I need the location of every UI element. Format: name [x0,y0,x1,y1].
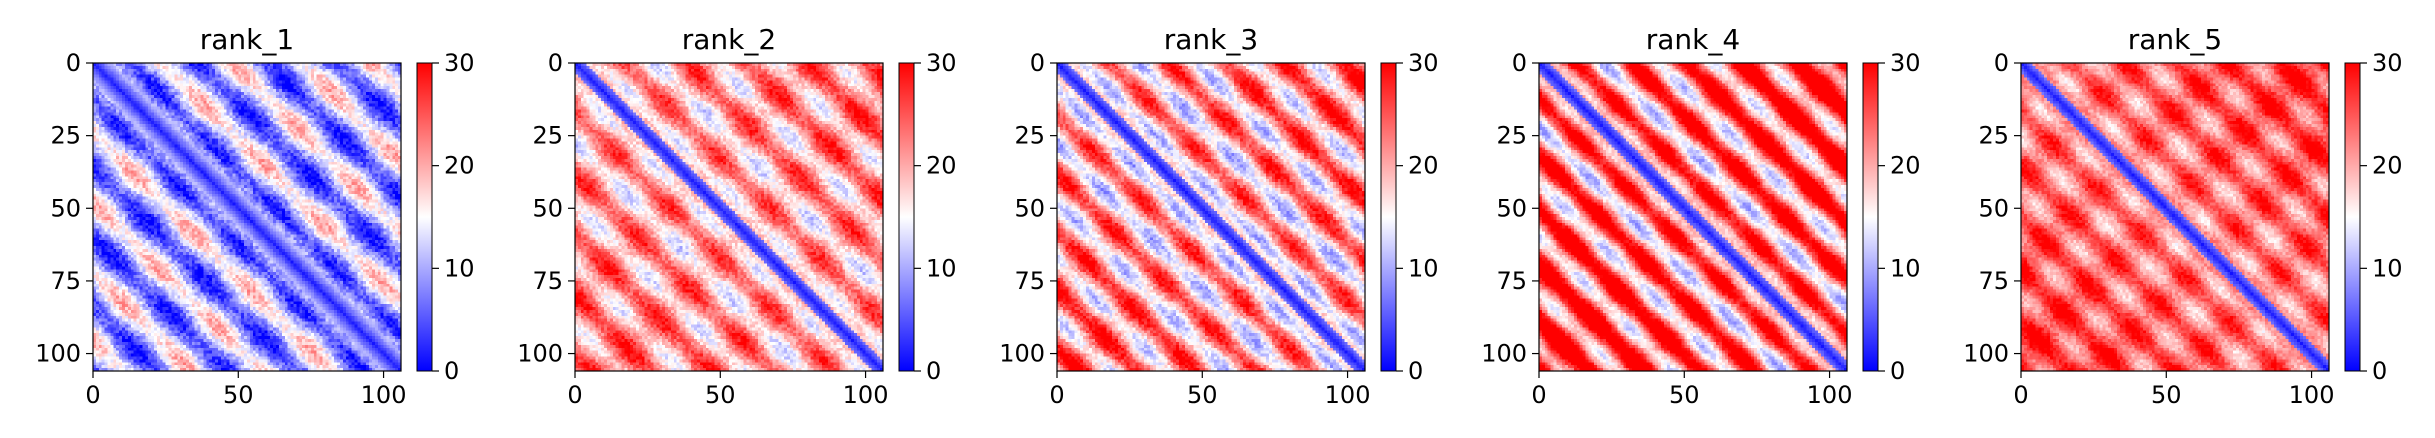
y-tick-label: 100 [35,340,81,368]
x-tick-label: 0 [1531,381,1546,409]
colorbar-tick-label: 0 [2372,357,2387,385]
y-tick-label: 75 [1496,267,1527,295]
colorbar-tick-label: 30 [1408,49,1439,77]
y-tick-label: 50 [1014,194,1045,222]
colorbar [1862,62,1879,372]
axes-frame [2020,62,2330,372]
y-tick-label: 75 [532,267,563,295]
y-tick-label: 50 [532,194,563,222]
x-tick-label: 50 [1669,381,1700,409]
x-tick-label: 0 [1049,381,1064,409]
x-tick-label: 50 [705,381,736,409]
y-tick-label: 0 [1994,49,2009,77]
colorbar-tick-label: 10 [2372,254,2403,282]
colorbar-tick-label: 20 [2372,152,2403,180]
x-tick-label: 100 [2289,381,2335,409]
heatmap-image [1539,63,1847,371]
colorbar-tick-label: 0 [1890,357,1905,385]
chart-title: rank_1 [200,23,294,56]
y-tick-label: 100 [517,340,563,368]
colorbar-tick-label: 30 [926,49,957,77]
colorbar-tick-label: 20 [444,152,475,180]
y-tick-label: 25 [1014,122,1045,150]
y-tick-label: 50 [50,194,81,222]
colorbar-tick-label: 20 [1890,152,1921,180]
colorbar-tick-label: 10 [1408,254,1439,282]
y-tick-label: 100 [1963,340,2009,368]
x-tick-label: 50 [1187,381,1218,409]
x-tick-label: 50 [223,381,254,409]
axes-frame [1538,62,1848,372]
y-tick-label: 75 [50,267,81,295]
axes-frame [92,62,402,372]
heatmap-image [2021,63,2329,371]
x-tick-label: 100 [361,381,407,409]
colorbar-tick-label: 0 [444,357,459,385]
y-tick-label: 75 [1014,267,1045,295]
chart-title: rank_2 [682,23,776,56]
colorbar-tick-label: 0 [926,357,941,385]
colorbar [2344,62,2361,372]
colorbar-tick-label: 10 [444,254,475,282]
heatmap-image [1057,63,1365,371]
axes-frame [1056,62,1366,372]
y-tick-label: 0 [1030,49,1045,77]
x-tick-label: 0 [85,381,100,409]
colorbar [416,62,433,372]
heatmap-image [93,63,401,371]
x-tick-label: 0 [2013,381,2028,409]
y-tick-label: 0 [1512,49,1527,77]
colorbar-tick-label: 20 [1408,152,1439,180]
heatmap-image [575,63,883,371]
colorbar-tick-label: 20 [926,152,957,180]
y-tick-label: 75 [1978,267,2009,295]
y-tick-label: 50 [1496,194,1527,222]
y-tick-label: 25 [50,122,81,150]
x-tick-label: 0 [567,381,582,409]
y-tick-label: 25 [1496,122,1527,150]
colorbar-tick-label: 10 [926,254,957,282]
x-tick-label: 50 [2151,381,2182,409]
y-tick-label: 25 [532,122,563,150]
y-tick-label: 25 [1978,122,2009,150]
chart-title: rank_5 [2128,23,2222,56]
y-tick-label: 0 [548,49,563,77]
colorbar [898,62,915,372]
colorbar-tick-label: 30 [2372,49,2403,77]
axes-frame [574,62,884,372]
colorbar [1380,62,1397,372]
y-tick-label: 100 [1481,340,1527,368]
y-tick-label: 50 [1978,194,2009,222]
colorbar-tick-label: 10 [1890,254,1921,282]
x-tick-label: 100 [843,381,889,409]
colorbar-tick-label: 30 [1890,49,1921,77]
x-tick-label: 100 [1325,381,1371,409]
y-tick-label: 0 [66,49,81,77]
y-tick-label: 100 [999,340,1045,368]
chart-title: rank_3 [1164,23,1258,56]
colorbar-tick-label: 0 [1408,357,1423,385]
x-tick-label: 100 [1807,381,1853,409]
chart-title: rank_4 [1646,23,1740,56]
colorbar-tick-label: 30 [444,49,475,77]
